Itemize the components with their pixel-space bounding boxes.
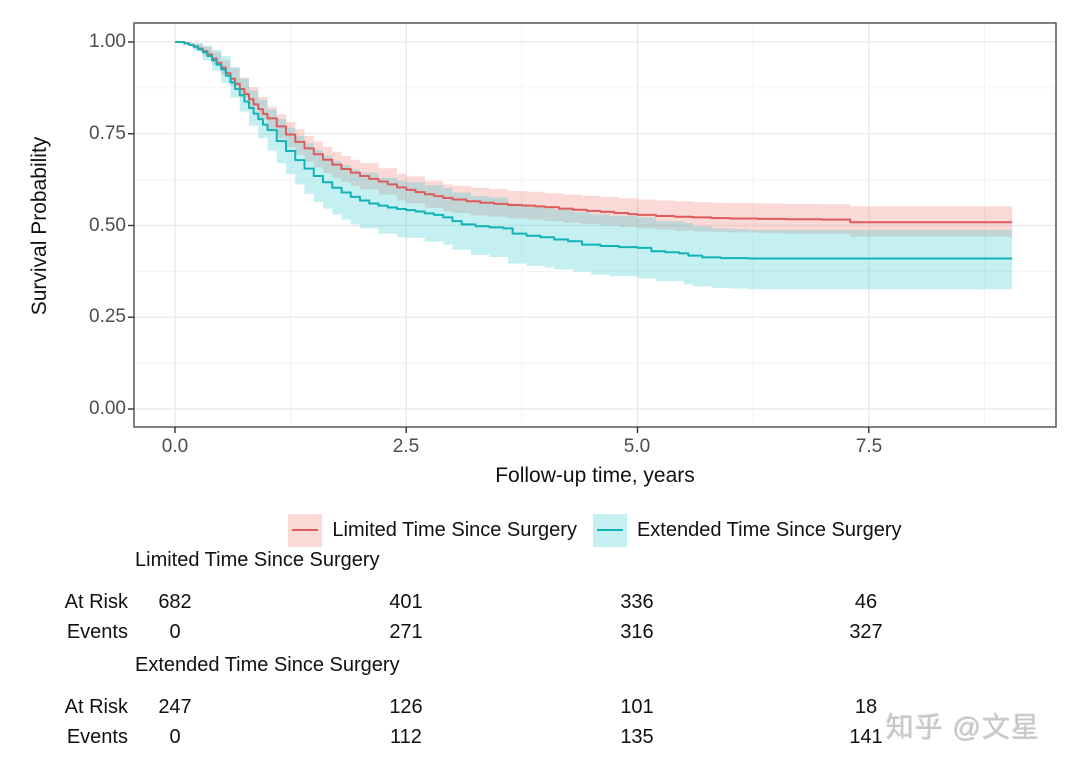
y-tick-label-0.25: 0.25 (89, 306, 126, 327)
legend: Limited Time Since Surgery Extended Time… (134, 511, 1056, 549)
x-tick-label-2.5: 2.5 (392, 436, 420, 457)
events-extended-t7.5: 141 (849, 726, 883, 748)
events-limited-t2.5: 271 (389, 621, 423, 643)
y-tick-label-0.75: 0.75 (89, 123, 126, 144)
legend-swatch-limited (288, 513, 323, 547)
legend-line-extended (596, 528, 623, 532)
events-extended-t2.5: 112 (390, 726, 422, 748)
at-risk-extended-t5: 101 (620, 696, 654, 718)
y-tick-label-0.00: 0.00 (89, 398, 126, 419)
at-risk-limited-t5: 336 (620, 591, 654, 613)
x-tick-label-5.0: 5.0 (623, 436, 651, 457)
legend-entry-limited: Limited Time Since Surgery (288, 513, 577, 547)
y-axis-title: Survival Probability (28, 136, 51, 316)
legend-label-extended: Extended Time Since Surgery (636, 518, 902, 541)
events-extended-t0: 0 (169, 726, 181, 748)
row-label-events-limited: Events (66, 621, 128, 643)
x-tick-label-7.5: 7.5 (855, 436, 883, 457)
events-limited-t5: 316 (620, 621, 654, 643)
at-risk-extended-t2.5: 126 (389, 696, 423, 718)
legend-line-limited (292, 528, 319, 532)
at-risk-extended-t0: 247 (158, 696, 192, 718)
watermark: 知乎 @文星 (886, 712, 1041, 743)
at-risk-limited-t7.5: 46 (854, 591, 878, 613)
survival-chart-panel (128, 22, 1057, 433)
y-tick-label-1.00: 1.00 (89, 31, 126, 52)
x-axis-title: Follow-up time, years (495, 464, 695, 487)
risk-table-title-limited: Limited Time Since Surgery (135, 549, 380, 571)
events-extended-t5: 135 (620, 726, 654, 748)
at-risk-limited-t0: 682 (158, 591, 192, 613)
y-tick-label-0.50: 0.50 (89, 215, 126, 236)
events-limited-t0: 0 (169, 621, 181, 643)
row-label-at-risk-extended: At Risk (64, 696, 128, 718)
at-risk-limited-t2.5: 401 (389, 591, 423, 613)
risk-table-title-extended: Extended Time Since Surgery (135, 654, 400, 676)
at-risk-extended-t7.5: 18 (854, 696, 878, 718)
legend-swatch-extended (592, 513, 627, 547)
events-limited-t7.5: 327 (849, 621, 883, 643)
legend-label-limited: Limited Time Since Surgery (332, 518, 577, 541)
x-tick-label-0.0: 0.0 (161, 436, 189, 457)
row-label-events-extended: Events (66, 726, 128, 748)
row-label-at-risk-limited: At Risk (64, 591, 128, 613)
legend-entry-extended: Extended Time Since Surgery (592, 513, 902, 547)
